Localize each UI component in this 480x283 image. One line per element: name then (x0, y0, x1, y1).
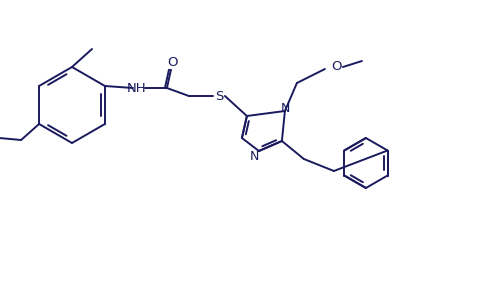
Text: O: O (168, 55, 178, 68)
Text: N: N (250, 151, 260, 164)
Text: O: O (332, 61, 342, 74)
Text: S: S (215, 89, 223, 102)
Text: NH: NH (127, 82, 147, 95)
Text: N: N (281, 102, 290, 115)
